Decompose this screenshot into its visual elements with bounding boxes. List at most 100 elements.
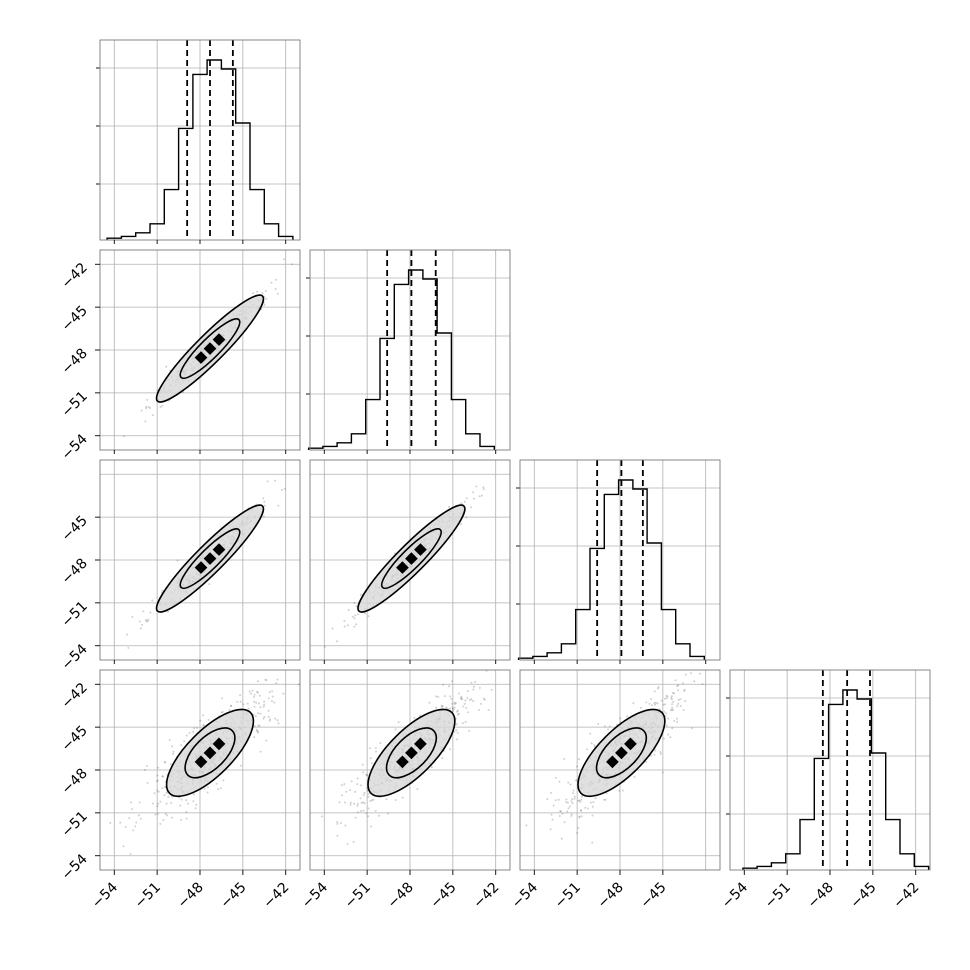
density-contour-inner [385, 727, 438, 779]
scatter-point [573, 797, 576, 800]
scatter-point [453, 701, 456, 704]
scatter-point [671, 727, 674, 730]
scatter-point [482, 486, 485, 489]
scatter-point [195, 803, 198, 806]
scatter-point [394, 728, 397, 731]
scatter-point [452, 708, 455, 711]
scatter-point [453, 703, 456, 705]
scatter-point [208, 583, 211, 586]
scatter-point [482, 697, 485, 700]
scatter-point [161, 589, 164, 592]
scatter-panel-2-0 [99, 459, 301, 661]
scatter-point [194, 807, 197, 810]
scatter-point [549, 828, 552, 831]
scatter-point [416, 788, 419, 791]
scatter-point [474, 680, 477, 683]
scatter-point [587, 807, 589, 810]
scatter-point [670, 709, 672, 712]
y-tick-label: −54 [59, 851, 91, 883]
scatter-point [222, 779, 225, 782]
scatter-point [341, 794, 344, 797]
scatter-point [365, 773, 368, 776]
x-tick-label: −51 [132, 880, 164, 912]
scatter-point [162, 819, 165, 821]
scatter-point [246, 702, 249, 705]
y-tick-label: −51 [59, 808, 91, 840]
scatter-point [336, 822, 339, 825]
scatter-point [440, 704, 443, 707]
scatter-point [263, 500, 266, 503]
scatter-point [466, 690, 469, 693]
scatter-point [165, 802, 168, 805]
scatter-point [477, 649, 479, 651]
scatter-point [145, 618, 147, 621]
scatter-point [221, 697, 223, 700]
scatter-point [192, 730, 195, 733]
scatter-point [684, 673, 687, 676]
scatter-point [386, 812, 389, 815]
scatter-point [156, 789, 159, 792]
scatter-point [363, 791, 366, 794]
scatter-point [145, 620, 148, 623]
scatter-point [199, 719, 202, 722]
scatter-point [151, 599, 154, 602]
scatter-point [193, 727, 195, 730]
scatter-point [256, 290, 259, 293]
scatter-point [673, 720, 676, 722]
scatter-point [349, 803, 352, 806]
scatter-point [219, 787, 222, 790]
scatter-point [670, 696, 673, 699]
scatter-point [571, 802, 574, 805]
scatter-point [567, 801, 569, 804]
scatter-point [455, 723, 458, 726]
scatter-point [257, 712, 260, 715]
scatter-point [490, 688, 493, 691]
scatter-point [266, 480, 269, 483]
scatter-point [367, 792, 370, 795]
x-axis-col-3: −54 −51 −48 −45 −42 [719, 870, 923, 912]
scatter-point [230, 705, 232, 707]
scatter-point [264, 678, 267, 681]
scatter-point [693, 680, 696, 683]
scatter-point [282, 692, 285, 695]
scatter-point [369, 757, 372, 760]
scatter-point [172, 750, 175, 753]
scatter-point [453, 706, 456, 709]
scatter-point [360, 810, 362, 812]
scatter-point [570, 814, 573, 817]
scatter-point [159, 800, 162, 803]
scatter-point [645, 701, 648, 704]
scatter-point [259, 712, 262, 715]
scatter-point [327, 871, 329, 873]
scatter-point [253, 700, 256, 703]
scatter-point [603, 725, 606, 728]
scatter-point [355, 605, 358, 608]
scatter-point [374, 809, 377, 812]
scatter-point [138, 620, 141, 623]
scatter-point [262, 705, 265, 708]
scatter-point [141, 623, 144, 626]
scatter-point [257, 691, 259, 694]
scatter-point [255, 690, 258, 693]
scatter-point [201, 714, 204, 717]
scatter-point [478, 495, 481, 498]
scatter-point [192, 793, 195, 796]
scatter-point [192, 800, 195, 803]
y-tick-label: −51 [59, 388, 91, 420]
scatter-point [263, 715, 266, 718]
scatter-point [473, 497, 476, 500]
scatter-point [188, 731, 191, 734]
scatter-point [451, 702, 454, 705]
scatter-point [554, 799, 557, 802]
scatter-point [157, 802, 160, 805]
scatter-point [670, 695, 673, 698]
scatter-point [560, 837, 563, 840]
scatter-point [353, 625, 356, 628]
scatter-point [419, 714, 421, 717]
x-tick-label: −42 [470, 880, 502, 912]
scatter-point [367, 807, 370, 810]
scatter-point [255, 701, 258, 704]
scatter-point [131, 808, 133, 811]
scatter-panel-1-0 [99, 249, 301, 451]
x-axis-col-2: −54 −51 −48 −45 [509, 870, 670, 912]
